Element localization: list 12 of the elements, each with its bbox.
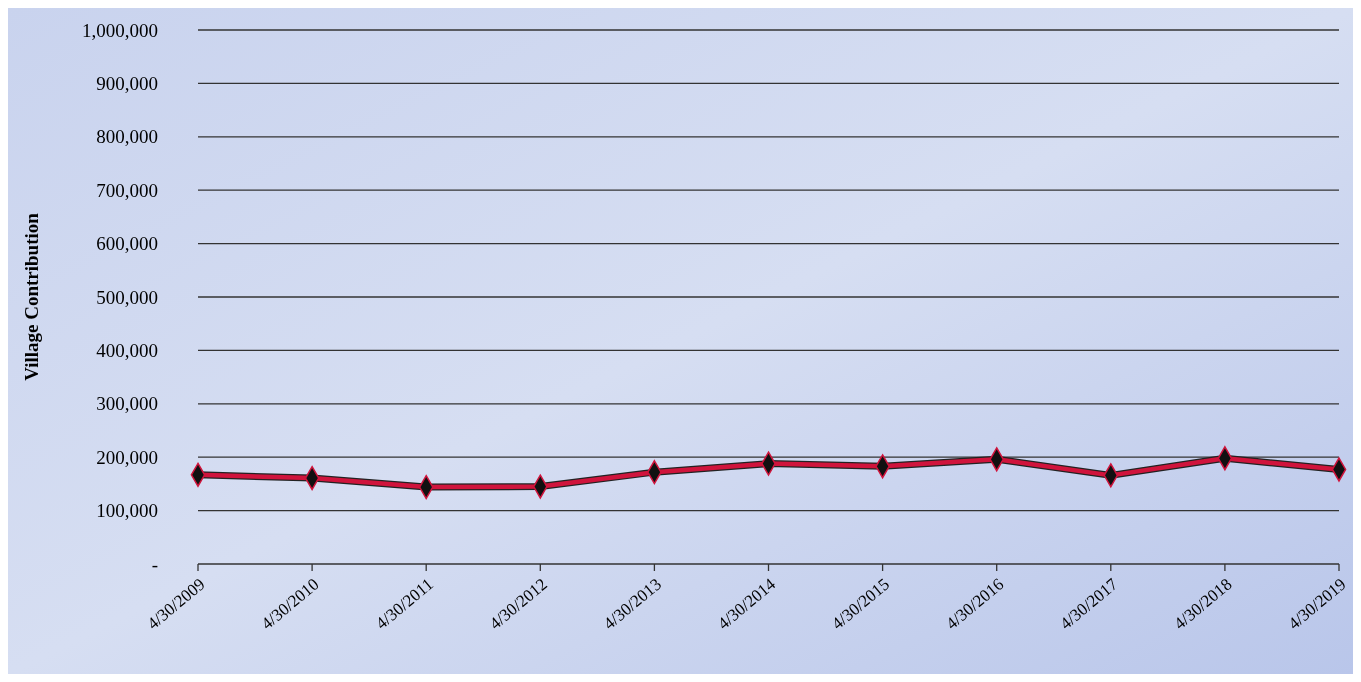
y-tick-label: 900,000: [96, 73, 158, 95]
y-tick-label: 1,000,000: [82, 19, 158, 41]
y-tick-label: 300,000: [96, 393, 158, 415]
y-tick-label: 600,000: [96, 233, 158, 255]
y-tick-label: 200,000: [96, 446, 158, 468]
y-tick-label: 100,000: [96, 500, 158, 522]
y-tick-label: 700,000: [96, 179, 158, 201]
y-tick-label: 400,000: [96, 340, 158, 362]
y-tick-label: 800,000: [96, 126, 158, 148]
y-axis-title: Village Contribution: [21, 212, 42, 381]
y-tick-label: -: [151, 553, 158, 575]
y-tick-label: 500,000: [96, 286, 158, 308]
